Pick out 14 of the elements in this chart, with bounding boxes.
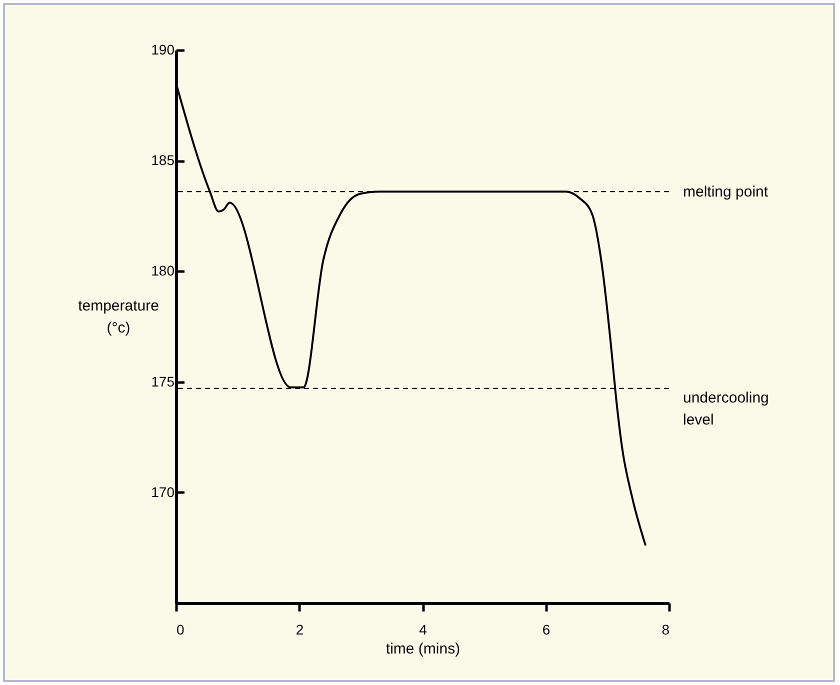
y-tick-label: 190 bbox=[151, 42, 175, 58]
y-tick-label: 170 bbox=[151, 484, 175, 500]
ref-line-label: undercooling level bbox=[683, 389, 769, 428]
x-tick-label: 8 bbox=[662, 622, 670, 638]
y-tick-label: 175 bbox=[151, 373, 175, 390]
y-tick-label: 180 bbox=[151, 262, 175, 279]
y-tick-label: 185 bbox=[151, 152, 175, 168]
y-axis-title: temperature (°c) bbox=[78, 298, 159, 336]
x-tick-label: 6 bbox=[542, 622, 550, 638]
ref-line-label: melting point bbox=[683, 184, 769, 201]
x-tick-label: 4 bbox=[419, 622, 428, 638]
x-axis-title: time (mins) bbox=[386, 640, 460, 658]
x-tick-label: 0 bbox=[176, 622, 184, 638]
x-tick-label: 2 bbox=[296, 622, 304, 638]
